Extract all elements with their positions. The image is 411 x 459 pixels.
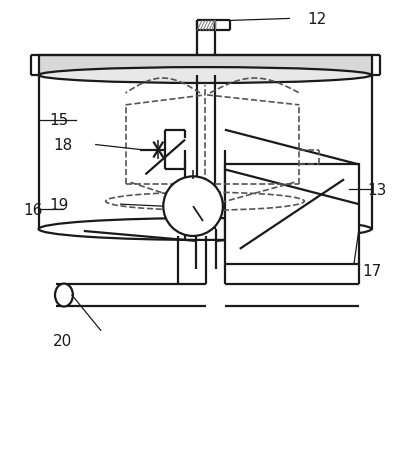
Text: 19: 19 (49, 197, 69, 212)
Text: 17: 17 (362, 263, 381, 279)
Ellipse shape (39, 218, 372, 241)
Text: 16: 16 (23, 202, 43, 217)
Ellipse shape (55, 284, 73, 307)
Text: 15: 15 (49, 113, 68, 128)
Bar (39, 56, 372, 76)
Text: 13: 13 (367, 182, 386, 197)
Circle shape (163, 177, 223, 236)
Text: 12: 12 (307, 12, 327, 27)
Ellipse shape (39, 68, 372, 84)
Text: 20: 20 (53, 333, 72, 348)
Bar (225, 165, 359, 264)
Bar (39, 76, 372, 230)
Text: 18: 18 (53, 138, 72, 153)
